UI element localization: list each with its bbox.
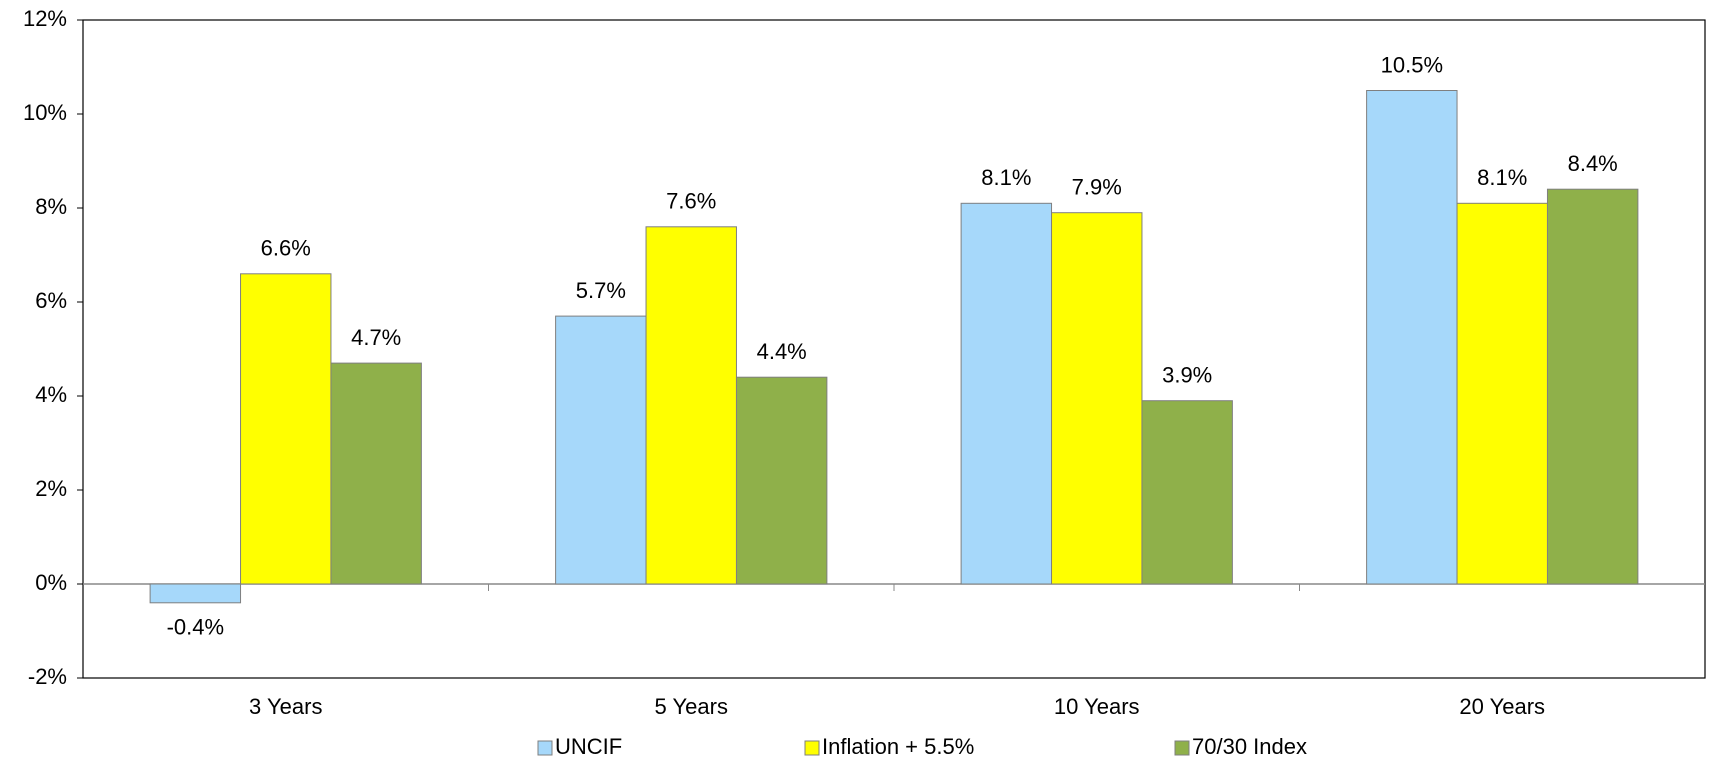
x-tick-label: 10 Years bbox=[1054, 694, 1140, 719]
y-tick-label: 8% bbox=[35, 194, 67, 219]
x-tick-label: 5 Years bbox=[655, 694, 728, 719]
y-tick-label: -2% bbox=[28, 664, 67, 689]
x-tick-label: 20 Years bbox=[1459, 694, 1545, 719]
bar bbox=[330, 362, 422, 585]
legend-swatch bbox=[537, 740, 553, 756]
bar bbox=[960, 202, 1053, 585]
y-tick-label: 10% bbox=[23, 100, 67, 125]
value-label: -0.4% bbox=[167, 615, 224, 640]
bar bbox=[645, 226, 737, 585]
bar bbox=[1051, 212, 1143, 585]
bar bbox=[240, 273, 332, 585]
plot-frame bbox=[82, 19, 1706, 679]
y-tick-label: 6% bbox=[35, 288, 67, 313]
legend-label: Inflation + 5.5% bbox=[822, 734, 974, 759]
bar bbox=[735, 376, 828, 585]
value-label: 4.4% bbox=[757, 339, 807, 364]
legend-swatch bbox=[804, 740, 820, 756]
y-tick-label: 0% bbox=[35, 570, 67, 595]
value-label: 8.1% bbox=[981, 165, 1031, 190]
value-label: 8.4% bbox=[1568, 151, 1618, 176]
bar bbox=[149, 583, 242, 604]
y-tick-label: 12% bbox=[23, 6, 67, 31]
value-label: 7.6% bbox=[666, 189, 716, 214]
value-label: 3.9% bbox=[1162, 363, 1212, 388]
value-label: 6.6% bbox=[261, 236, 311, 261]
bar bbox=[555, 315, 647, 585]
bar bbox=[1366, 90, 1458, 585]
legend-swatch bbox=[1174, 740, 1190, 756]
y-tick-label: 2% bbox=[35, 476, 67, 501]
bar bbox=[1546, 188, 1639, 585]
bar bbox=[1456, 202, 1548, 585]
value-label: 7.9% bbox=[1072, 175, 1122, 200]
value-label: 8.1% bbox=[1477, 165, 1527, 190]
legend-label: 70/30 Index bbox=[1192, 734, 1307, 759]
x-tick-label: 3 Years bbox=[249, 694, 322, 719]
value-label: 4.7% bbox=[351, 325, 401, 350]
legend-label: UNCIF bbox=[555, 734, 622, 759]
value-label: 10.5% bbox=[1381, 52, 1443, 77]
y-tick-label: 4% bbox=[35, 382, 67, 407]
bar bbox=[1141, 400, 1233, 585]
value-label: 5.7% bbox=[576, 278, 626, 303]
